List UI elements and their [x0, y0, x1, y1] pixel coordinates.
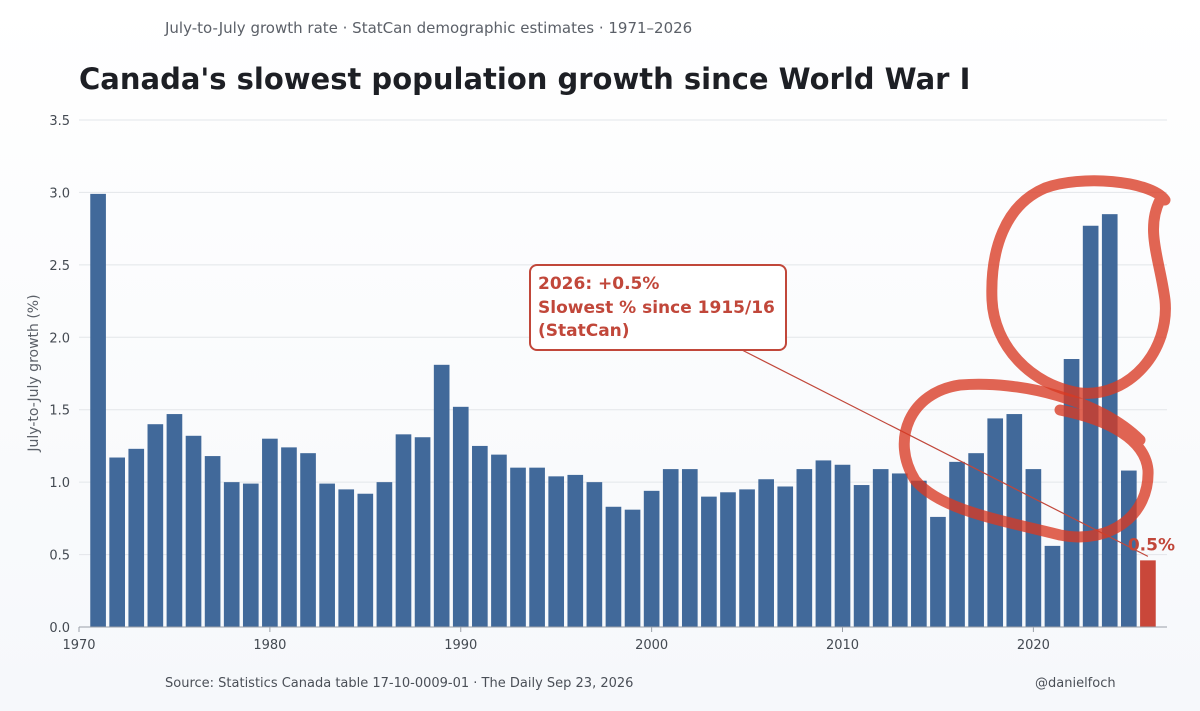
chart-title: Canada's slowest population growth since… [79, 62, 971, 96]
bar-2008 [796, 469, 813, 627]
bar-1987 [395, 434, 412, 627]
bar-1997 [586, 482, 603, 627]
bar-2004 [720, 492, 736, 627]
bar-2007 [777, 486, 794, 627]
annotation-leader-line [741, 349, 1149, 557]
bar-1977 [204, 456, 221, 627]
bar-1989 [433, 364, 450, 627]
bar-2005 [739, 489, 755, 627]
bar-1998 [605, 506, 622, 627]
bar-1986 [376, 482, 393, 627]
y-tick-label: 2.5 [49, 259, 70, 274]
source-note: Source: Statistics Canada table 17-10-00… [165, 676, 634, 691]
bar-2012 [872, 469, 889, 627]
author-credit: @danielfoch [1035, 676, 1116, 691]
y-tick-label: 2.0 [49, 331, 70, 346]
annotation-line-3: (StatCan) [538, 321, 630, 341]
y-tick-label: 0.5 [49, 549, 70, 564]
bar-1975 [166, 414, 183, 627]
y-tick-label: 3.0 [49, 186, 70, 201]
bar-1978 [223, 482, 240, 627]
bar-1991 [472, 445, 488, 627]
bar-2021 [1044, 545, 1061, 627]
x-tick-label: 1980 [253, 638, 286, 653]
bar-1995 [548, 476, 565, 627]
axes: 0.0 0.5 1.0 1.5 2.0 2.5 3.0 3.5 1970 1980 1990 2000… [49, 114, 1167, 653]
bar-1972 [109, 457, 126, 627]
annotation-line-2: Slowest % since 1915/16 [538, 298, 775, 318]
bar-1976 [185, 435, 202, 627]
bar-1984 [338, 489, 355, 627]
bar-1981 [281, 447, 297, 627]
bar-1974 [147, 424, 164, 627]
annotation-callout: 2026: +0.5% Slowest % since 1915/16 (Sta… [529, 264, 1149, 557]
bar-2009 [815, 460, 832, 627]
bar-2023 [1082, 225, 1099, 627]
bar-1982 [300, 453, 316, 627]
bar-2010 [834, 464, 851, 627]
x-tick-label: 1970 [62, 638, 95, 653]
bar-1971 [90, 193, 106, 627]
x-tick-label: 2000 [635, 638, 668, 653]
bar-2000 [643, 490, 660, 627]
bars [90, 193, 1156, 627]
bar-2011 [853, 485, 870, 627]
bar-2013 [891, 473, 908, 627]
bar-2014 [911, 480, 927, 627]
bar-1983 [319, 483, 335, 627]
bar-2001 [662, 469, 679, 627]
chart-subtitle: July-to-July growth rate · StatCan demog… [165, 19, 693, 37]
bar-2002 [681, 469, 698, 627]
bar-2022 [1063, 359, 1080, 627]
bar-1980 [262, 438, 278, 627]
y-tick-label: 3.5 [49, 114, 70, 129]
scribble-lower-loop [898, 378, 1154, 543]
x-tick-label: 2020 [1017, 638, 1050, 653]
bar-1973 [128, 448, 145, 627]
bar-1985 [357, 493, 374, 627]
bar-1993 [510, 467, 526, 627]
y-tick-label: 1.5 [49, 404, 70, 419]
bar-2017 [968, 453, 984, 627]
bar-1999 [624, 509, 641, 627]
last-bar-value-label: 0.5% [1128, 535, 1175, 555]
bar-1979 [242, 483, 259, 627]
bar-2020 [1025, 469, 1042, 627]
scribble-upper-loop [986, 175, 1171, 399]
bar-1992 [491, 454, 507, 627]
bar-2016 [949, 461, 965, 627]
y-tick-label: 0.0 [49, 621, 70, 636]
y-axis-label: July-to-July growth (%) [26, 294, 42, 452]
y-tick-label: 1.0 [49, 476, 70, 491]
annotation-box [529, 264, 787, 351]
bar-2006 [758, 479, 774, 627]
bar-2026 [1140, 560, 1156, 627]
grid-lines [79, 119, 1167, 628]
annotation-line-1: 2026: +0.5% [538, 274, 659, 294]
bar-2015 [930, 516, 946, 627]
bar-1996 [567, 474, 584, 627]
x-tick-label: 1990 [444, 638, 477, 653]
bar-1990 [452, 406, 469, 627]
bar-1988 [414, 437, 431, 627]
x-tick-label: 2010 [826, 638, 859, 653]
bar-2003 [701, 496, 717, 627]
bar-1994 [529, 467, 545, 627]
hand-drawn-scribble [898, 175, 1171, 543]
